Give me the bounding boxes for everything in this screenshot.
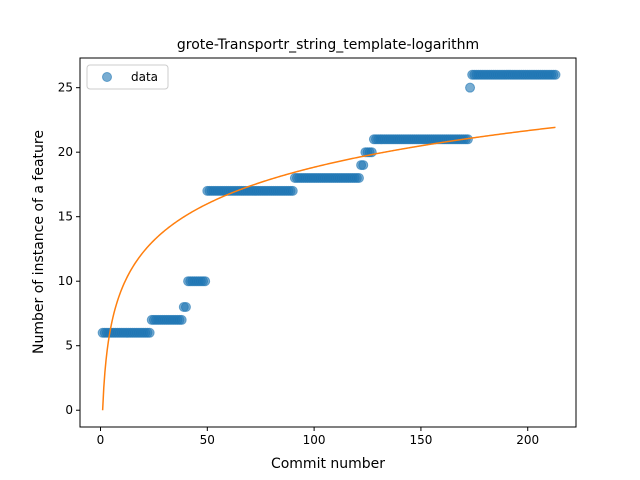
legend-label-data: data (131, 70, 158, 84)
data-point (144, 327, 155, 338)
y-tick-label: 0 (65, 403, 73, 417)
y-tick-label: 15 (58, 210, 73, 224)
data-point (358, 160, 369, 171)
y-tick-label: 5 (65, 339, 73, 353)
y-axis-label: Number of instance of a feature (31, 130, 47, 354)
data-point (465, 82, 476, 93)
x-tick-label: 50 (200, 433, 215, 447)
y-axis: 0 5 10 15 20 25 (58, 81, 80, 417)
legend-marker-data (102, 72, 112, 82)
y-tick-label: 25 (58, 81, 73, 95)
x-axis-label: Commit number (271, 456, 385, 472)
x-axis: 0 50 100 150 200 (97, 427, 539, 447)
legend-frame (86, 64, 169, 90)
plot-frame (79, 57, 577, 428)
data-point (176, 314, 187, 325)
data-point (200, 276, 211, 287)
legend: data (86, 64, 169, 90)
fit-line (101, 126, 556, 411)
data-point (287, 185, 298, 196)
data-point (353, 172, 364, 183)
x-tick-label: 200 (516, 433, 539, 447)
x-tick-label: 0 (97, 433, 105, 447)
data-point (550, 69, 561, 80)
y-tick-label: 10 (58, 274, 73, 288)
chart-title: grote-Transportr_string_template-logarit… (177, 37, 479, 53)
y-tick-label: 20 (58, 145, 73, 159)
plot-marks (97, 69, 561, 411)
data-point (180, 302, 191, 313)
x-tick-label: 100 (303, 433, 326, 447)
x-tick-label: 150 (409, 433, 432, 447)
